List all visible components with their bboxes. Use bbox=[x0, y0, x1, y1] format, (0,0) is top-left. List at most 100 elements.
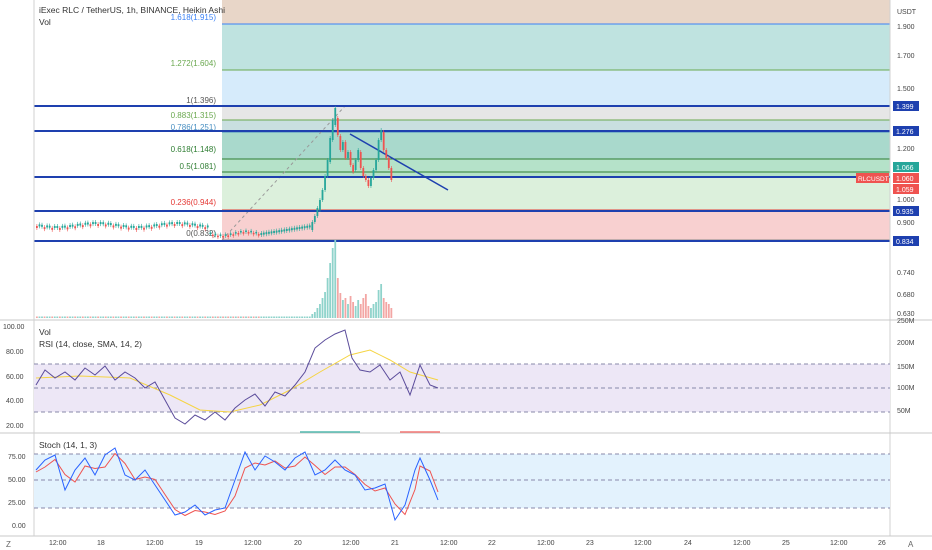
time-label: 25 bbox=[782, 540, 790, 547]
volume-bar bbox=[296, 316, 298, 318]
fib-trend-line[interactable] bbox=[221, 105, 346, 241]
candle-body bbox=[347, 152, 349, 158]
fib-label: 0.618(1.148) bbox=[171, 145, 217, 154]
candle-body bbox=[311, 222, 314, 230]
candle-body bbox=[158, 225, 161, 228]
fib-label: 1.272(1.604) bbox=[171, 59, 217, 68]
time-axis[interactable]: 12:00 18 12:00 19 12:00 20 12:00 21 12:00 22 12:00… bbox=[49, 540, 886, 547]
candle-body bbox=[390, 168, 393, 180]
vol-tick: 150M bbox=[897, 364, 915, 371]
fib-label: 0.786(1.251) bbox=[171, 123, 217, 132]
volume-bar bbox=[268, 316, 270, 318]
candle-body bbox=[183, 222, 186, 225]
fib-label: 0.236(0.944) bbox=[171, 198, 217, 207]
volume-bar bbox=[89, 316, 92, 318]
stoch-k-line bbox=[35, 447, 439, 522]
auto-scale-button[interactable]: A bbox=[908, 540, 914, 549]
volume-bar bbox=[69, 316, 71, 318]
volume-bar bbox=[270, 316, 273, 318]
rsi-tick: 40.00 bbox=[6, 398, 24, 405]
rsi-pane[interactable] bbox=[34, 329, 890, 433]
vol-tick: 50M bbox=[897, 408, 911, 415]
rsi-tick: 20.00 bbox=[6, 423, 24, 430]
time-label: 26 bbox=[878, 540, 886, 547]
volume-bar bbox=[390, 308, 393, 318]
key-levels[interactable] bbox=[34, 105, 890, 242]
candle-body bbox=[64, 225, 66, 228]
rsi-ma-line bbox=[35, 349, 439, 413]
price-badge-text: 0.935 bbox=[896, 209, 914, 216]
candle-body bbox=[176, 222, 179, 225]
volume-bar bbox=[122, 316, 125, 318]
volume-bar bbox=[354, 306, 357, 318]
stoch-tick: 0.00 bbox=[12, 523, 26, 530]
candle-body bbox=[199, 224, 201, 227]
volume-bar bbox=[81, 316, 84, 318]
volume-bar bbox=[150, 316, 153, 318]
candle-body bbox=[51, 227, 54, 230]
volume-bar bbox=[153, 316, 156, 318]
time-label: 12:00 bbox=[634, 540, 652, 547]
volume-bar bbox=[349, 296, 352, 318]
volume-bar bbox=[372, 304, 375, 318]
volume-bar bbox=[362, 298, 365, 318]
volume-bar bbox=[375, 302, 377, 318]
candle-body bbox=[329, 138, 332, 162]
candle-body bbox=[354, 160, 357, 170]
candle-body bbox=[150, 226, 153, 229]
price-tick: 0.680 bbox=[897, 292, 915, 299]
candle-body bbox=[48, 225, 51, 228]
volume-bar bbox=[56, 316, 59, 318]
price-axis[interactable]: USDT 1.900 1.700 1.500 1.200 1.000 0.900… bbox=[856, 0, 932, 536]
volume-bar bbox=[385, 302, 388, 318]
candle-body bbox=[375, 160, 377, 170]
candle-body bbox=[237, 232, 240, 235]
time-label: 12:00 bbox=[537, 540, 555, 547]
candle-body bbox=[84, 222, 87, 225]
candle-body bbox=[262, 232, 265, 235]
volume-bar bbox=[148, 316, 150, 318]
volume-bar bbox=[61, 316, 64, 318]
time-label: 22 bbox=[488, 540, 496, 547]
descending-trendline[interactable] bbox=[349, 133, 449, 191]
candle-body bbox=[140, 225, 143, 228]
volume-bar bbox=[313, 312, 316, 318]
time-label: 23 bbox=[586, 540, 594, 547]
candle-body bbox=[132, 225, 135, 228]
volume-bar bbox=[43, 316, 46, 318]
candle-body bbox=[201, 224, 204, 227]
symbol-tag-text: RLCUSDT bbox=[858, 176, 889, 183]
volume-bar bbox=[275, 316, 278, 318]
z-button[interactable]: Z bbox=[6, 540, 11, 549]
volume-bar bbox=[273, 316, 275, 318]
price-tick: 0.740 bbox=[897, 270, 915, 277]
volume-bar bbox=[334, 240, 337, 318]
volume-bar bbox=[58, 316, 61, 318]
candle-body bbox=[99, 222, 102, 225]
candle-body bbox=[148, 225, 150, 228]
volume-bar bbox=[326, 278, 329, 318]
candle-body bbox=[168, 222, 171, 225]
stoch-tick: 25.00 bbox=[8, 500, 26, 507]
price-badge bbox=[893, 173, 919, 183]
stoch-pane[interactable] bbox=[34, 447, 890, 522]
volume-bar bbox=[344, 298, 347, 318]
candle-body bbox=[160, 223, 163, 226]
price-tick: 1.000 bbox=[897, 197, 915, 204]
volume-bar bbox=[104, 316, 107, 318]
time-label: 12:00 bbox=[342, 540, 360, 547]
volume-bar bbox=[301, 316, 303, 318]
volume-bar bbox=[359, 304, 362, 318]
volume-bar bbox=[364, 294, 367, 318]
volume-bar bbox=[115, 316, 117, 318]
candle-body bbox=[359, 152, 362, 168]
symbol-tag bbox=[856, 173, 889, 183]
rsi-tick: 100.00 bbox=[3, 324, 25, 331]
volume-bar bbox=[242, 316, 245, 318]
volume-bar bbox=[87, 316, 89, 318]
candle-body bbox=[344, 142, 347, 158]
fib-labels: 1.618(1.915) 1.272(1.604) 1(1.396) 0.883… bbox=[171, 13, 217, 238]
volume-bar bbox=[252, 316, 255, 318]
candle-body bbox=[260, 233, 263, 235]
